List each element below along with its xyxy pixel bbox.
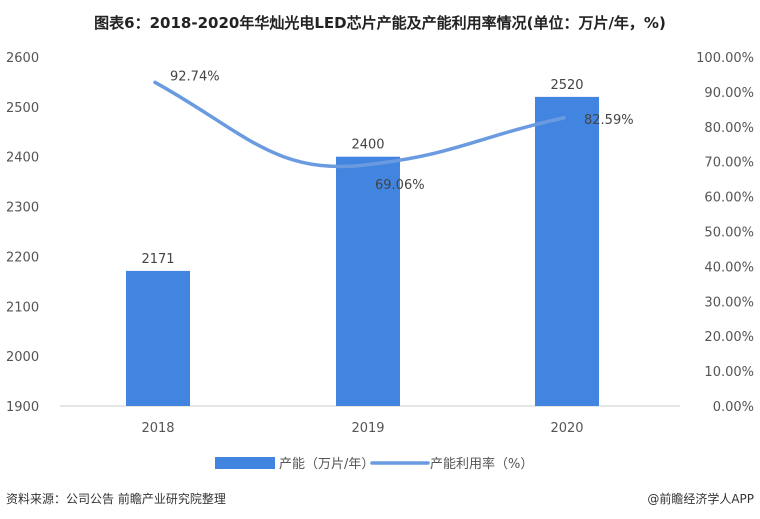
right-tick-label: 20.00% <box>704 330 754 345</box>
right-tick-label: 60.00% <box>704 191 754 206</box>
left-tick-label: 2600 <box>6 51 39 66</box>
source-note: 资料来源：公司公告 前瞻产业研究院整理 <box>6 492 226 506</box>
bar-label: 2400 <box>351 138 384 153</box>
left-tick-label: 2100 <box>6 300 39 315</box>
right-tick-label: 100.00% <box>696 51 754 66</box>
legend-bar-label: 产能（万片/年） <box>279 457 374 472</box>
right-tick-label: 80.00% <box>704 121 754 136</box>
chart-title: 图表6：2018-2020年华灿光电LED芯片产能及产能利用率情况(单位：万片/… <box>94 14 666 32</box>
bar <box>336 156 400 406</box>
left-tick-label: 2500 <box>6 101 39 116</box>
right-tick-label: 50.00% <box>704 226 754 241</box>
legend-line-label: 产能利用率（%） <box>430 456 533 472</box>
left-tick-label: 2400 <box>6 151 39 166</box>
line-series <box>153 80 566 169</box>
left-tick-label: 2300 <box>6 201 39 216</box>
line-label: 69.06% <box>375 178 425 193</box>
bar-label: 2520 <box>550 78 583 93</box>
legend-bar-swatch <box>215 457 275 469</box>
left-tick-label: 1900 <box>6 400 39 415</box>
right-tick-label: 90.00% <box>704 86 754 101</box>
line-label: 82.59% <box>584 113 634 128</box>
bar <box>126 270 190 406</box>
right-tick-label: 40.00% <box>704 260 754 275</box>
bar-label: 2171 <box>141 252 174 267</box>
category-label: 2018 <box>141 421 174 436</box>
bar <box>535 96 599 406</box>
category-label: 2019 <box>351 421 384 436</box>
right-tick-label: 10.00% <box>704 365 754 380</box>
right-tick-label: 0.00% <box>713 400 754 415</box>
credit: @前瞻经济学人APP <box>647 492 754 506</box>
line-label: 92.74% <box>170 69 220 84</box>
category-label: 2020 <box>550 421 583 436</box>
right-tick-label: 30.00% <box>704 295 754 310</box>
left-tick-label: 2000 <box>6 350 39 365</box>
right-tick-label: 70.00% <box>704 156 754 171</box>
left-tick-label: 2200 <box>6 250 39 265</box>
